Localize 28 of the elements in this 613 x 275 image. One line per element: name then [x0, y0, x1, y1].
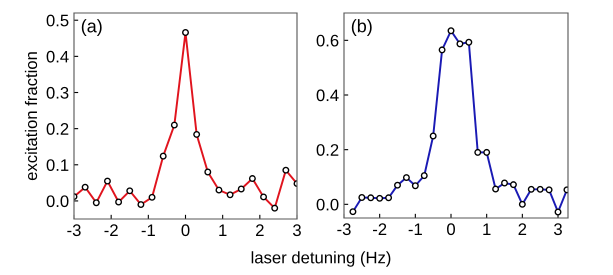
x-tick-label: -2	[104, 224, 118, 236]
x-tick-label: -1	[408, 223, 422, 235]
x-tick-label: 0	[447, 223, 455, 236]
y-tick-label: 0.0	[316, 198, 338, 211]
y-tick-label: 0.5	[46, 14, 68, 26]
x-tick-label: 2	[518, 223, 526, 235]
y-tick-label: 0.3	[46, 86, 68, 99]
y-tick-label: 0.2	[46, 123, 68, 135]
x-tick-label: 0	[182, 224, 190, 236]
x-tick-label: -2	[373, 223, 386, 235]
x-tick-label: -3	[67, 224, 81, 236]
x-tick-label: -1	[142, 224, 155, 236]
x-tick-label: 3	[293, 224, 301, 236]
x-tick-label: 1	[219, 224, 226, 236]
y-tick-label: 0.0	[46, 195, 68, 208]
y-tick-label: 0.2	[316, 144, 338, 156]
y-axis-title: excitation fraction	[24, 52, 38, 180]
x-axis-title: laser detuning (Hz)	[252, 251, 390, 267]
y-tick-label: 0.4	[46, 50, 69, 63]
annotation: (a)	[82, 19, 102, 36]
annotation: (b)	[352, 19, 372, 36]
y-tick-label: 0.6	[316, 34, 338, 47]
x-tick-label: 2	[256, 224, 264, 236]
y-tick-label: 0.4	[316, 89, 339, 102]
x-tick-label: 3	[554, 223, 562, 236]
x-tick-label: 1	[483, 223, 490, 235]
x-tick-label: -3	[337, 223, 351, 236]
y-tick-label: 0.1	[46, 159, 68, 171]
